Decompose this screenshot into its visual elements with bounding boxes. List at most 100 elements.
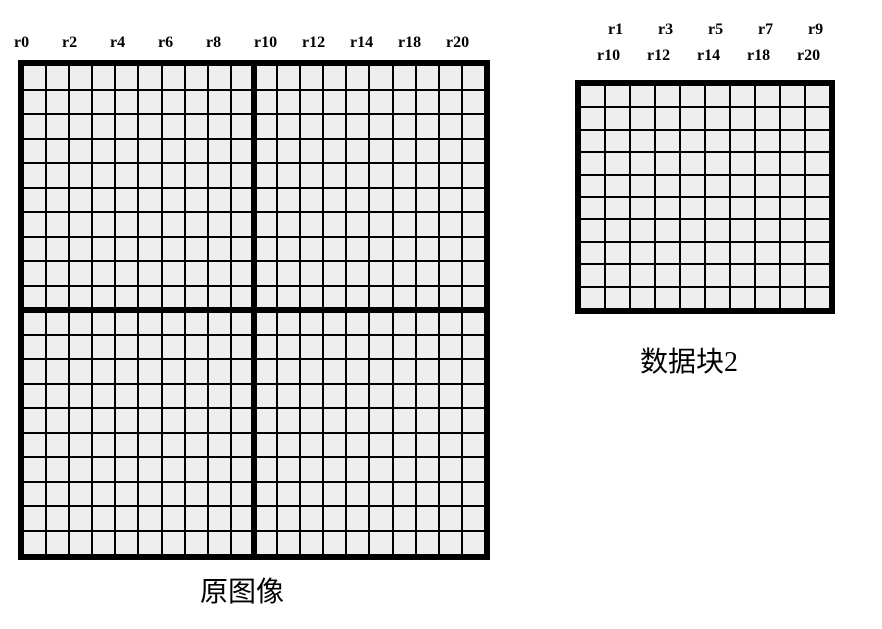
column-label: r5: [708, 22, 758, 38]
grid-cell: [369, 114, 392, 139]
grid-cell: [115, 359, 138, 384]
grid-cell: [416, 506, 439, 531]
grid-cell: [346, 531, 369, 556]
grid-cell: [185, 433, 208, 458]
grid-cell: [185, 482, 208, 507]
grid-cell: [705, 130, 730, 152]
grid-cell: [23, 90, 46, 115]
grid-cell: [92, 212, 115, 237]
grid-cell: [162, 506, 185, 531]
grid-cell: [323, 310, 346, 335]
grid-cell: [185, 335, 208, 360]
grid-cell: [208, 90, 231, 115]
grid-cell: [254, 506, 277, 531]
grid-cell: [208, 139, 231, 164]
grid-cell: [115, 506, 138, 531]
grid-cell: [277, 114, 300, 139]
grid-cell: [92, 310, 115, 335]
grid-cell: [69, 114, 92, 139]
grid-cell: [92, 408, 115, 433]
grid-cell: [346, 482, 369, 507]
grid-cell: [208, 457, 231, 482]
grid-cell: [416, 65, 439, 90]
grid-cell: [393, 359, 416, 384]
grid-cell: [254, 261, 277, 286]
grid-cell: [393, 114, 416, 139]
grid-cell: [277, 408, 300, 433]
grid-cell: [277, 310, 300, 335]
grid-cell: [580, 287, 605, 309]
grid-cell: [323, 90, 346, 115]
grid-cell: [323, 114, 346, 139]
grid-cell: [439, 335, 462, 360]
grid-cell: [185, 359, 208, 384]
grid-cell: [138, 506, 161, 531]
grid-cell: [115, 139, 138, 164]
grid-cell: [439, 114, 462, 139]
grid-cell: [115, 408, 138, 433]
grid-cell: [277, 531, 300, 556]
grid-cell: [630, 85, 655, 107]
grid-cell: [92, 188, 115, 213]
grid-cell: [46, 188, 69, 213]
grid-cell: [655, 85, 680, 107]
grid-cell: [92, 433, 115, 458]
grid-cell: [393, 384, 416, 409]
column-label: r14: [350, 35, 398, 51]
grid-cell: [680, 242, 705, 264]
grid-cell: [92, 90, 115, 115]
grid-cell: [46, 114, 69, 139]
grid-cell: [805, 287, 830, 309]
grid-cell: [208, 335, 231, 360]
grid-cell: [185, 90, 208, 115]
grid-cell: [300, 139, 323, 164]
grid-cell: [69, 237, 92, 262]
grid-cell: [680, 264, 705, 286]
grid-cell: [254, 433, 277, 458]
grid-cell: [138, 335, 161, 360]
right-column-labels-bottom: r10r12r14r18r20: [597, 48, 847, 64]
grid-cell: [730, 242, 755, 264]
grid-cell: [630, 197, 655, 219]
grid-cell: [630, 264, 655, 286]
grid-cell: [46, 408, 69, 433]
grid-cell: [323, 163, 346, 188]
grid-cell: [605, 219, 630, 241]
grid-cell: [162, 139, 185, 164]
grid-cell: [254, 114, 277, 139]
grid-cell: [805, 152, 830, 174]
grid-cell: [69, 163, 92, 188]
column-label: r10: [254, 35, 302, 51]
grid-cell: [805, 242, 830, 264]
grid-cell: [208, 482, 231, 507]
grid-cell: [138, 408, 161, 433]
grid-cell: [162, 65, 185, 90]
grid-cell: [138, 531, 161, 556]
grid-cell: [705, 264, 730, 286]
grid-cell: [46, 163, 69, 188]
grid-cell: [162, 531, 185, 556]
grid-cell: [208, 408, 231, 433]
grid-cell: [705, 152, 730, 174]
grid-cell: [416, 90, 439, 115]
data-block-2-grid: [575, 80, 835, 314]
grid-cell: [277, 384, 300, 409]
grid-cell: [439, 457, 462, 482]
grid-cell: [46, 457, 69, 482]
grid-cell: [655, 152, 680, 174]
grid-cell: [439, 90, 462, 115]
grid-cell: [115, 90, 138, 115]
grid-cell: [369, 90, 392, 115]
grid-cell: [69, 384, 92, 409]
grid-cell: [92, 335, 115, 360]
grid-cell: [162, 261, 185, 286]
grid-cell: [605, 130, 630, 152]
grid-cell: [416, 163, 439, 188]
grid-cell: [580, 197, 605, 219]
grid-cell: [705, 107, 730, 129]
grid-cell: [46, 433, 69, 458]
grid-cell: [462, 433, 485, 458]
grid-cell: [416, 335, 439, 360]
grid-cell: [46, 90, 69, 115]
grid-cell: [580, 219, 605, 241]
